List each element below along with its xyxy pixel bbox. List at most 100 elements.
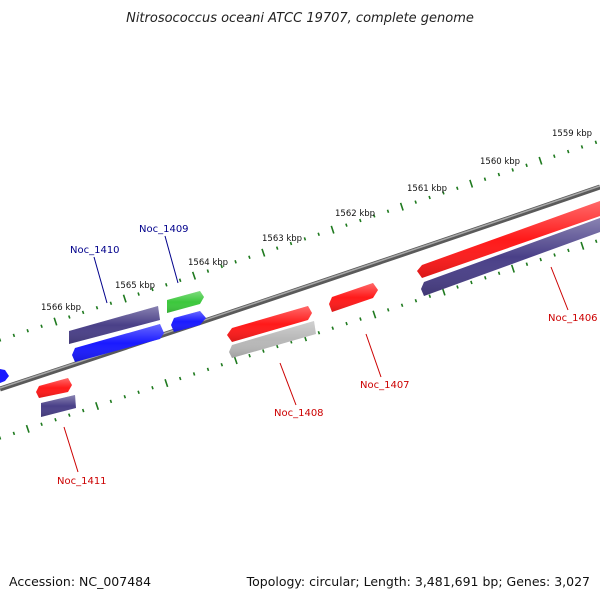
scale-label-1560: 1560 kbp	[480, 157, 520, 167]
gene-arrow-red-upper-right[interactable]	[417, 201, 600, 278]
gene-arrow-red-1407[interactable]	[329, 283, 378, 312]
lower-scale-minor-tick	[248, 353, 251, 358]
upper-scale-minor-tick	[275, 246, 279, 250]
lower-scale-minor-tick	[206, 367, 210, 372]
lower-scale-major-tick	[95, 401, 100, 411]
upper-scale-minor-tick	[317, 232, 320, 237]
lower-scale-major-tick	[372, 310, 377, 319]
upper-scale-minor-tick	[580, 145, 584, 149]
upper-scale-minor-tick	[594, 140, 598, 145]
lower-scale-minor-tick	[539, 257, 542, 262]
upper-scale-minor-tick	[359, 218, 362, 223]
upper-scale-minor-tick	[428, 195, 431, 200]
scale-labels: 1559 kbp 1560 kbp 1561 kbp 1562 kbp 1563…	[41, 129, 592, 313]
upper-scale-minor-tick	[442, 191, 445, 195]
lower-scale-minor-tick	[109, 399, 113, 404]
lower-scale-minor-tick	[359, 317, 362, 321]
label-leader-lines	[63, 235, 569, 473]
lower-scale-minor-tick	[400, 303, 404, 308]
upper-scale-major-tick	[122, 294, 127, 303]
lower-scale-minor-tick	[81, 408, 85, 413]
lower-scale-major-tick	[164, 379, 169, 388]
lower-scale-minor-tick	[54, 417, 57, 422]
lower-scale-minor-tick	[525, 262, 529, 266]
upper-scale-minor-tick	[234, 260, 237, 264]
upper-scale-minor-tick	[511, 168, 514, 172]
upper-scale-minor-tick	[40, 324, 43, 328]
lower-scale-minor-tick	[317, 330, 321, 335]
upper-scale-minor-tick	[414, 200, 417, 204]
reverse-strand-genes	[0, 218, 600, 417]
lower-scale-major-tick	[233, 356, 238, 365]
scale-label-1561: 1561 kbp	[407, 184, 447, 194]
upper-scale-minor-tick	[68, 315, 71, 319]
lower-scale-minor-tick	[484, 276, 487, 280]
gene-label-noc-1407[interactable]: Noc_1407	[360, 380, 410, 391]
upper-scale-major-tick	[538, 156, 543, 165]
scale-label-1564: 1564 kbp	[188, 258, 228, 268]
upper-scale-minor-tick	[345, 223, 348, 227]
upper-scale-minor-tick	[26, 329, 29, 333]
upper-scale-minor-tick	[206, 269, 210, 273]
gene-arrow-navy-1410[interactable]	[69, 306, 160, 344]
upper-scale-major-tick	[261, 248, 266, 257]
gene-label-noc-1411[interactable]: Noc_1411	[57, 476, 107, 487]
lower-scale-minor-tick	[470, 280, 473, 285]
gene-arrow-red-1411[interactable]	[36, 378, 72, 398]
gene-arrow-blue-left-edge[interactable]	[0, 369, 9, 383]
upper-scale-minor-tick	[553, 154, 556, 158]
upper-scale-minor-tick	[137, 292, 140, 296]
scale-label-1565: 1565 kbp	[115, 281, 155, 291]
upper-scale-minor-tick	[178, 278, 182, 283]
upper-scale-minor-tick	[497, 172, 501, 177]
upper-scale-minor-tick	[289, 241, 293, 246]
upper-scale-minor-tick	[456, 186, 459, 191]
genome-summary-text: Topology: circular; Length: 3,481,691 bp…	[246, 574, 590, 589]
upper-scale-minor-tick	[95, 306, 99, 310]
lower-scale-minor-tick	[386, 308, 390, 312]
upper-scale-minor-tick	[81, 310, 85, 315]
lower-scale-minor-tick	[123, 395, 127, 399]
lower-scale-major-tick	[25, 424, 30, 433]
lower-scale-minor-tick	[331, 326, 335, 330]
scale-label-1566: 1566 kbp	[41, 303, 81, 313]
map-title: Nitrosococcus oceani ATCC 19707, complet…	[126, 11, 474, 26]
upper-scale-minor-tick	[483, 177, 487, 181]
lower-scale-minor-tick	[567, 248, 570, 253]
lower-scale-minor-tick	[456, 285, 459, 289]
forward-strand-genes	[36, 201, 600, 398]
upper-scale-ticks	[0, 140, 598, 342]
gene-arrow-gray-1408[interactable]	[229, 321, 316, 358]
lower-scale-minor-tick	[497, 271, 501, 276]
lower-scale-minor-tick	[276, 344, 279, 349]
upper-scale-major-tick	[330, 225, 335, 234]
gene-label-noc-1409[interactable]: Noc_1409	[139, 224, 189, 235]
lower-scale-ticks	[0, 239, 598, 440]
gene-arrow-green-1409[interactable]	[167, 291, 204, 313]
lower-scale-minor-tick	[345, 321, 348, 326]
lower-scale-minor-tick	[414, 298, 418, 303]
lower-scale-minor-tick	[428, 294, 432, 298]
upper-scale-minor-tick	[372, 214, 376, 218]
upper-scale-minor-tick	[0, 338, 2, 342]
gene-arrow-blue-1410[interactable]	[72, 324, 164, 362]
upper-scale-minor-tick	[165, 283, 168, 287]
gene-labels: Noc_1409 Noc_1410 Noc_1406 Noc_1407 Noc_…	[57, 224, 598, 487]
gene-label-noc-1408[interactable]: Noc_1408	[274, 408, 324, 419]
lower-scale-minor-tick	[40, 422, 43, 427]
lower-scale-minor-tick	[12, 431, 16, 436]
lower-scale-major-tick	[580, 241, 585, 250]
gene-arrow-blue-1409[interactable]	[171, 311, 206, 332]
accession-text: Accession: NC_007484	[9, 574, 151, 589]
upper-scale-minor-tick	[525, 163, 528, 168]
gene-arrow-red-1408[interactable]	[227, 306, 312, 342]
upper-scale-major-tick	[191, 271, 197, 280]
scale-label-1562: 1562 kbp	[335, 209, 375, 219]
genome-backbone	[0, 184, 600, 392]
upper-scale-minor-tick	[12, 333, 16, 338]
gene-arrow-navy-1406[interactable]	[421, 218, 600, 296]
gene-arrow-navy-1411[interactable]	[41, 395, 76, 417]
gene-label-noc-1410[interactable]: Noc_1410	[70, 245, 120, 256]
gene-label-noc-1406[interactable]: Noc_1406	[548, 313, 598, 324]
